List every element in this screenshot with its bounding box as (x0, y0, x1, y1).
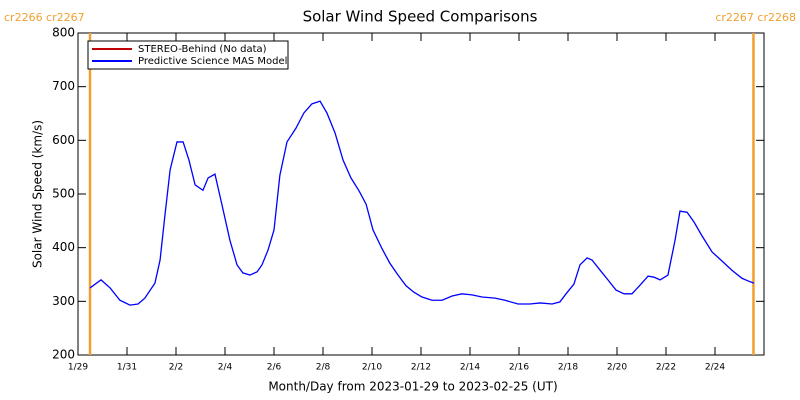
x-tick-label: 2/14 (460, 363, 480, 373)
y-axis-label: Solar Wind Speed (km/s) (31, 120, 45, 268)
y-tick-label: 200 (52, 348, 75, 362)
legend-box (87, 40, 289, 70)
x-tick-label: 2/18 (558, 363, 578, 373)
x-tick-label: 2/2 (169, 363, 183, 373)
x-tick-label: 2/16 (509, 363, 529, 373)
x-tick-label: 2/20 (607, 363, 627, 373)
legend-label: Predictive Science MAS Model (138, 56, 287, 67)
x-axis-label: Month/Day from 2023-01-29 to 2023-02-25 … (268, 380, 557, 394)
y-tick-label: 400 (52, 240, 75, 254)
annotation-label: cr2267 cr2268 (715, 11, 796, 24)
y-tick-label: 800 (52, 26, 75, 40)
x-tick-label: 2/8 (316, 363, 331, 373)
x-tick-label: 1/31 (117, 363, 137, 373)
data-line (89, 100, 755, 306)
x-tick-label: 2/12 (411, 363, 431, 373)
y-tick-label: 300 (52, 294, 75, 308)
x-tick-label: 1/29 (68, 363, 88, 373)
x-tick-label: 2/22 (656, 363, 676, 373)
legend-label: STEREO-Behind (No data) (138, 44, 267, 55)
x-tick-label: 2/10 (362, 363, 382, 373)
x-tick-label: 2/6 (267, 363, 282, 373)
annotation-label: cr2266 cr2267 (4, 11, 85, 24)
y-tick-label: 700 (52, 79, 75, 93)
x-tick-label: 2/4 (218, 363, 233, 373)
y-tick-label: 600 (52, 133, 75, 147)
x-tick-label: 2/24 (705, 363, 725, 373)
chart-title: Solar Wind Speed Comparisons (303, 8, 538, 26)
y-tick-label: 500 (52, 187, 75, 201)
